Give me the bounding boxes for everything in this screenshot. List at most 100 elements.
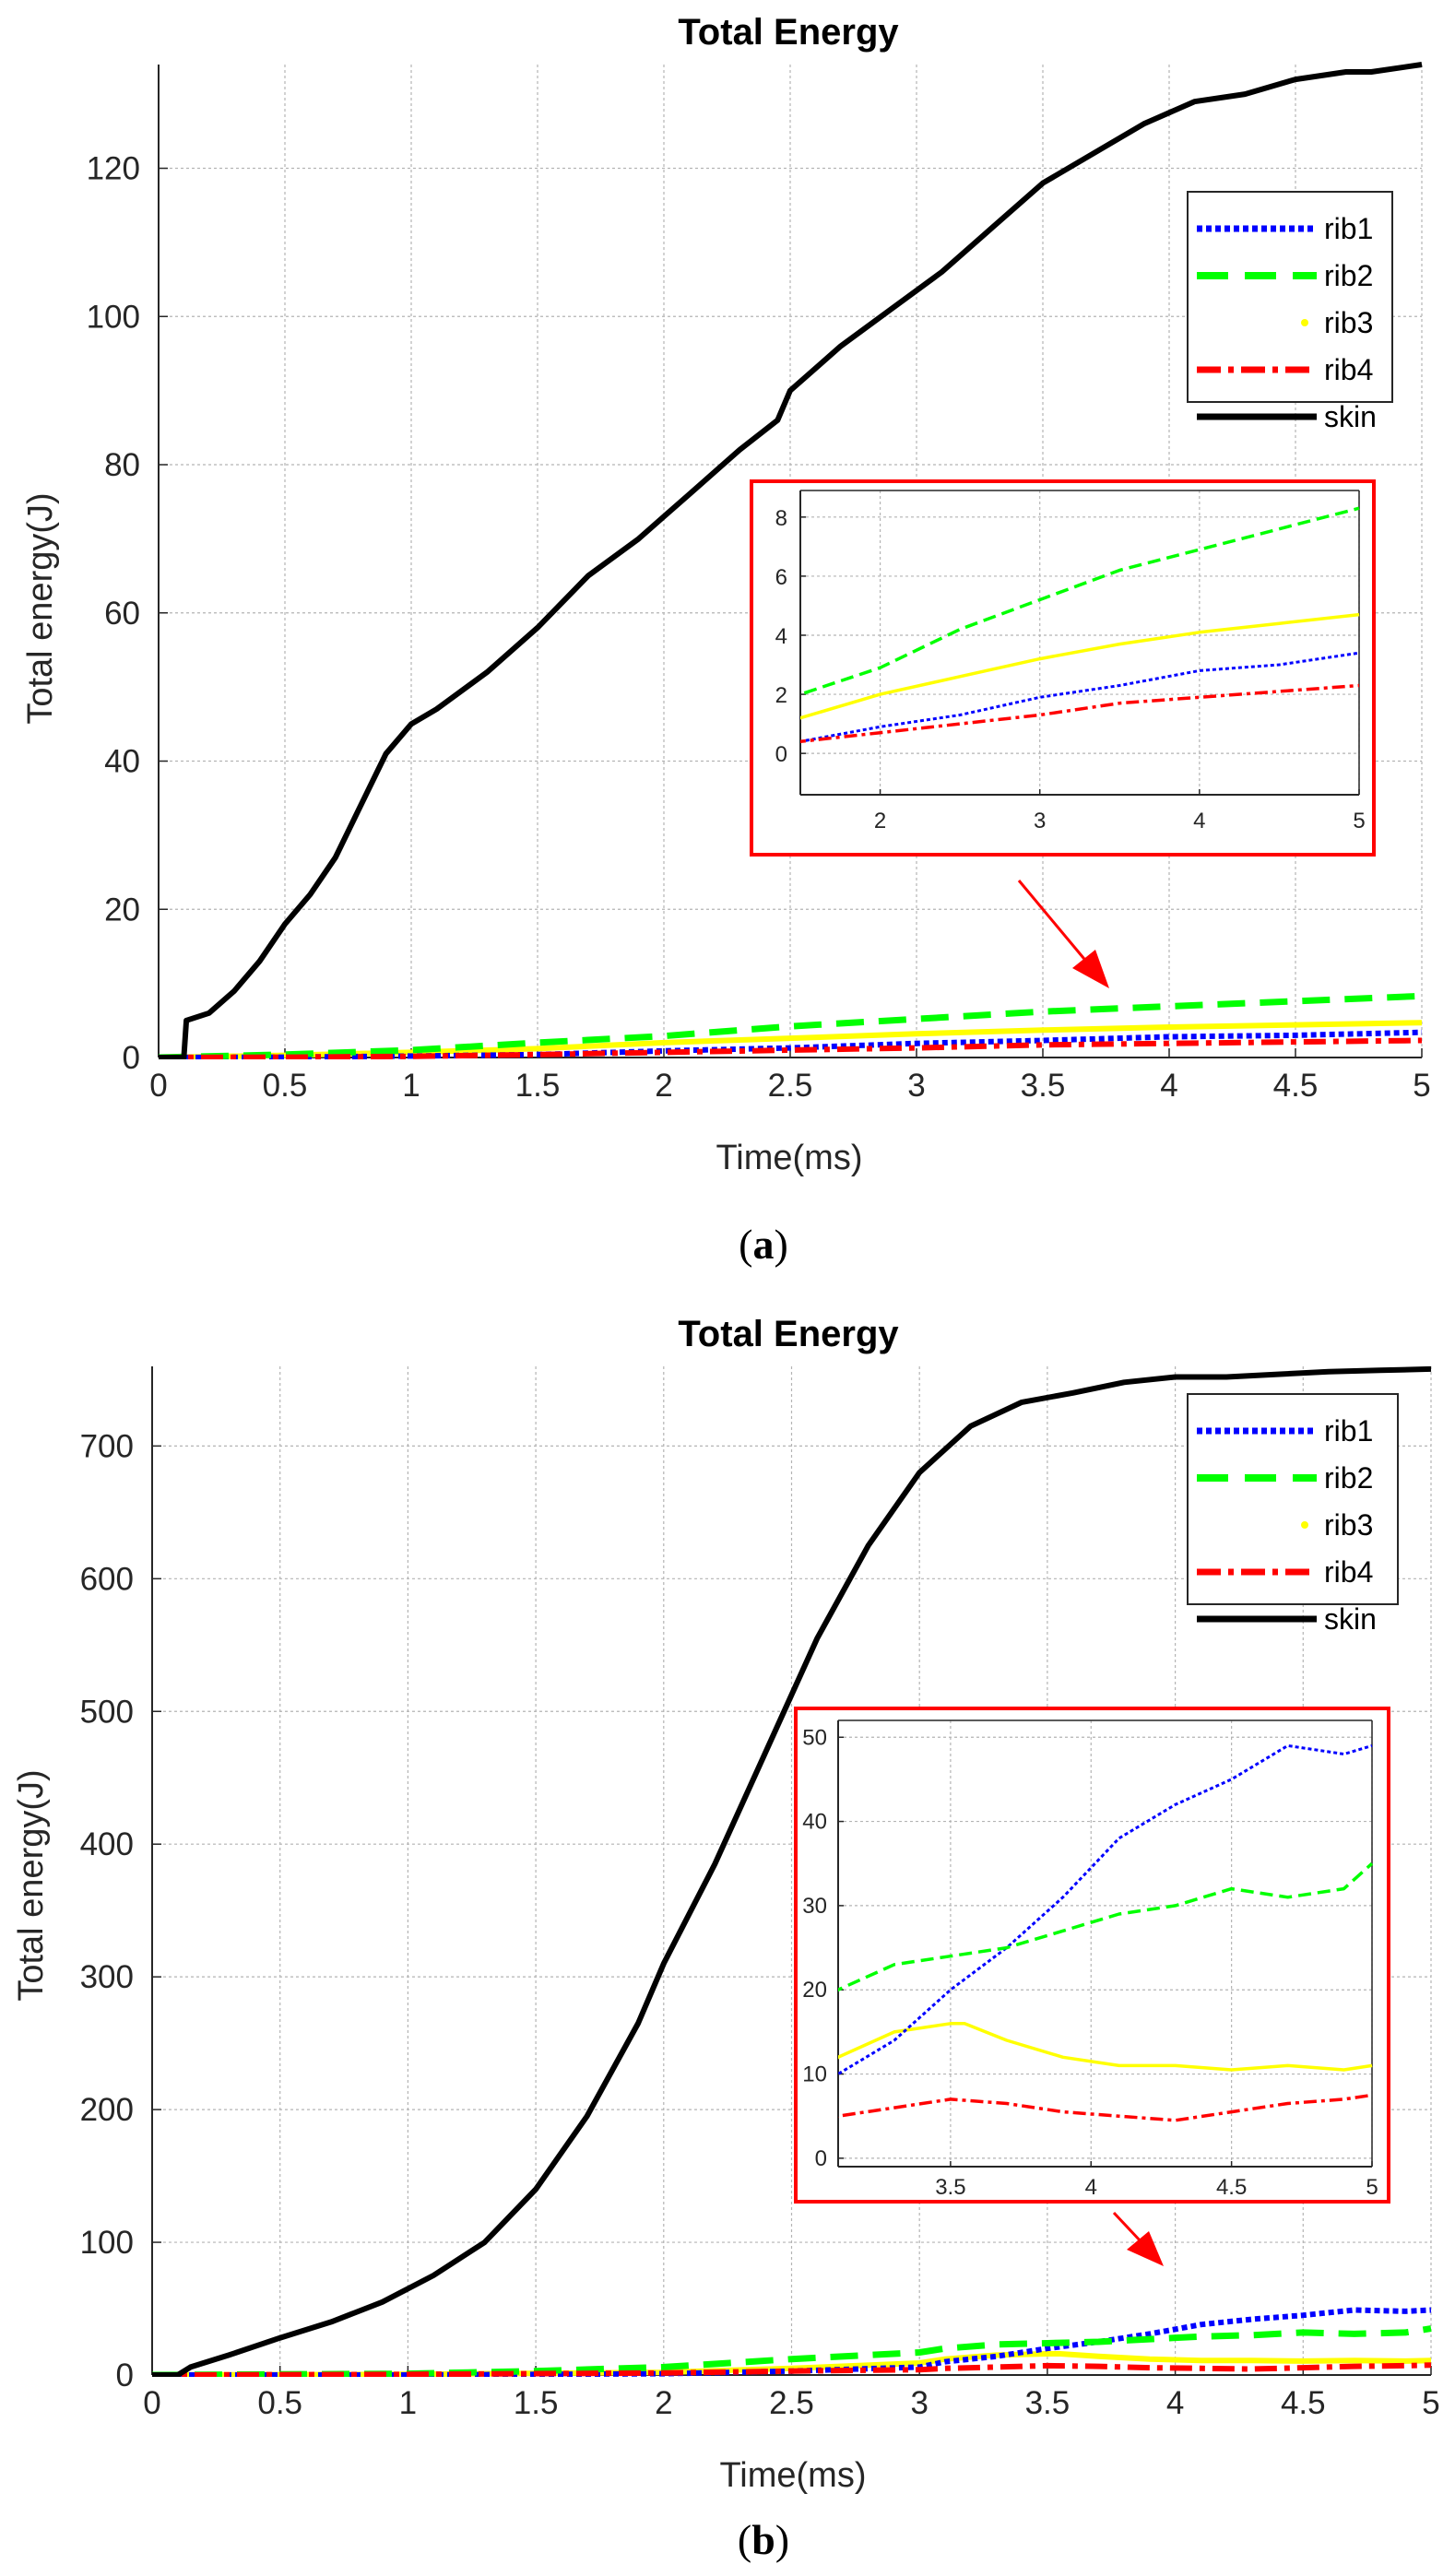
panel-a-y-tick-label: 120 [87, 151, 140, 187]
panel-b-caption-letter: b [751, 2516, 775, 2563]
panel-b-x-tick-label: 2 [655, 2385, 672, 2421]
panel-a-inset-frame [750, 479, 1376, 857]
panel-a-inset-y-ticks: 0 2 4 6 8 [775, 506, 787, 767]
panel-a-x-tick-label: 2 [655, 1068, 672, 1104]
panel-b-y-tick-label: 600 [80, 1561, 134, 1597]
panel-a-y-tick-label: 80 [104, 447, 140, 483]
legend-a-rib3-label: rib3 [1324, 306, 1373, 339]
panel-b-inset-x-tick-label: 3.5 [935, 2175, 965, 2200]
panel-a-y-tick-label: 40 [104, 744, 140, 780]
panel-a-y-tick-label: 100 [87, 299, 140, 335]
panel-b-series [152, 1365, 1432, 2377]
panel-a-rib1-line [159, 1029, 1423, 1059]
legend-a-rib2-label: rib2 [1324, 259, 1373, 292]
panel-b-inset-rib4-line [838, 2093, 1373, 2122]
panel-b-y-ticks: 0 100 200 300 400 500 600 700 [80, 1428, 134, 2393]
legend-b-rib1-label: rib1 [1324, 1414, 1373, 1448]
panel-a-inset-rib1-line [800, 651, 1360, 743]
panel-b-inset-x-tick-label: 4.5 [1216, 2175, 1247, 2200]
panel-a-inset-axes [799, 490, 1360, 796]
legend-a-skin-label: skin [1324, 400, 1377, 433]
panel-b-y-tick-label: 100 [80, 2225, 134, 2261]
panel-b-arrow-shaft [1112, 2211, 1143, 2244]
panel-b-x-tick-label: 0 [143, 2385, 160, 2421]
panel-a-y-tick-label: 0 [123, 1040, 140, 1076]
panel-b-inset-y-tick-label: 30 [802, 1894, 827, 1919]
panel-a-series [159, 62, 1423, 1059]
panel-b-x-tick-label: 5 [1422, 2385, 1439, 2421]
panel-b-x-axis-label: Time(ms) [720, 2456, 867, 2495]
panel-a-inset: 0 2 4 6 8 2 3 4 5 [750, 479, 1376, 857]
panel-a-zoom-arrow [1017, 880, 1109, 988]
panel-a-x-tick-label: 3.5 [1021, 1068, 1066, 1104]
panel-b-inset-rib2-line [838, 1861, 1374, 1992]
panel-b-legend: rib1 rib2 rib3 rib4 skin [1187, 1393, 1399, 1636]
panel-a-y-tick-label: 60 [104, 596, 140, 632]
panel-a-title: Total Energy [678, 12, 899, 53]
legend-b-rib3-swatch [1301, 1521, 1308, 1529]
panel-a-rib3-line [159, 1020, 1423, 1059]
panel-b-x-tick-label: 1.5 [514, 2385, 559, 2421]
legend-b-skin-label: skin [1324, 1602, 1377, 1636]
panel-a-inset-y-tick-label: 4 [775, 624, 787, 649]
legend-a-rib4-label: rib4 [1324, 353, 1373, 386]
panel-a-inset-y-tick-label: 2 [775, 683, 787, 708]
panel-a-inset-rib3-line [800, 612, 1360, 720]
panel-b-x-tick-label: 3 [910, 2385, 928, 2421]
panel-a-x-tick-label: 1.5 [515, 1068, 561, 1104]
panel-b-x-ticks: 0 0.5 1 1.5 2 2.5 3 3.5 4 4.5 5 [143, 2385, 1439, 2421]
panel-a-inset-series [800, 506, 1360, 744]
panel-b-inset-y-tick-label: 0 [815, 2146, 827, 2171]
panel-b-caption: (b) [738, 2516, 789, 2563]
panel-b-inset-axes [837, 1719, 1373, 2168]
panel-a-y-ticks: 0 20 40 60 80 100 120 [87, 151, 140, 1076]
panel-b-inset-y-tick-label: 50 [802, 1725, 827, 1750]
legend-b-rib2-label: rib2 [1324, 1461, 1373, 1495]
panel-a-x-tick-label: 2.5 [768, 1068, 813, 1104]
panel-b-x-tick-label: 3.5 [1025, 2385, 1071, 2421]
panel-a-skin-line [159, 62, 1423, 1059]
panel-a-y-axis-label: Total energy(J) [21, 492, 60, 724]
panel-a-x-tick-label: 4 [1160, 1068, 1177, 1104]
legend-b-rib3-label: rib3 [1324, 1508, 1373, 1542]
panel-a-inset-x-tick-label: 3 [1034, 809, 1046, 833]
panel-a-arrow-head [1072, 950, 1109, 988]
panel-b-inset-y-tick-label: 20 [802, 1978, 827, 2003]
panel-b-rib1-line [152, 2307, 1432, 2377]
panel-b-inset-x-ticks: 3.5 4 4.5 5 [935, 2175, 1378, 2200]
panel-b-inset-y-ticks: 0 10 20 30 40 50 [802, 1725, 827, 2171]
legend-a-rib3-swatch [1301, 319, 1308, 326]
panel-b-x-tick-label: 0.5 [257, 2385, 302, 2421]
panel-a-inset-y-tick-label: 8 [775, 506, 787, 531]
panel-b-inset-x-tick-label: 4 [1085, 2175, 1097, 2200]
panel-b-y-tick-label: 200 [80, 2092, 134, 2128]
panel-b-x-tick-label: 4.5 [1281, 2385, 1326, 2421]
legend-a-rib1-label: rib1 [1324, 212, 1373, 245]
panel-b-y-tick-label: 300 [80, 1959, 134, 1995]
panel-a-x-tick-label: 1 [402, 1068, 420, 1104]
panel-a-arrow-shaft [1017, 880, 1090, 964]
panel-a-x-tick-label: 0.5 [263, 1068, 308, 1104]
panel-a-inset-y-tick-label: 0 [775, 742, 787, 767]
panel-b-inset-rib3-line [838, 2022, 1373, 2072]
panel-b-inset-x-tick-label: 5 [1366, 2175, 1378, 2200]
panel-b-x-tick-label: 2.5 [769, 2385, 814, 2421]
panel-a-caption: (a) [739, 1221, 788, 1268]
panel-a-legend: rib1 rib2 rib3 rib4 skin [1187, 191, 1393, 433]
panel-b-inset-series [838, 1743, 1374, 2122]
panel-b-x-tick-label: 1 [399, 2385, 417, 2421]
legend-b-rib4-label: rib4 [1324, 1555, 1373, 1589]
panel-a-x-tick-label: 0 [149, 1068, 167, 1104]
panel-a-inset-x-tick-label: 4 [1193, 809, 1205, 833]
panel-a-caption-letter: a [753, 1221, 775, 1268]
panel-a-x-tick-label: 3 [907, 1068, 925, 1104]
panel-b-rib2-line [152, 2325, 1432, 2377]
panel-b-inset: 0 10 20 30 40 50 3.5 4 4.5 5 [794, 1707, 1390, 2204]
panel-b-inset-frame [794, 1707, 1390, 2204]
panel-b-y-tick-label: 0 [116, 2357, 134, 2393]
panel-b-zoom-arrow [1112, 2211, 1164, 2266]
panel-a-x-tick-label: 4.5 [1273, 1068, 1319, 1104]
panel-b-x-tick-label: 4 [1166, 2385, 1184, 2421]
panel-a-rib4-line [159, 1037, 1423, 1059]
